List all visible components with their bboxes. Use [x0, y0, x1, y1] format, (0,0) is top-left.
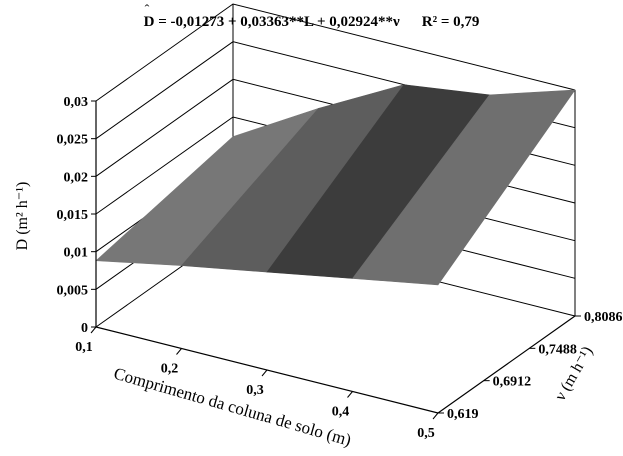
z-tick-label: 0,01 — [64, 246, 89, 261]
y-tick-label: 0,6912 — [493, 375, 531, 390]
x-axis-label: Comprimento da coluna de solo (m) — [112, 364, 354, 450]
equation-text: = -0,01273 + 0,03363**L + 0,02924**ν — [154, 14, 400, 30]
z-gridline — [95, 3, 576, 102]
surface — [95, 84, 576, 286]
z-tick-label: 0 — [81, 321, 88, 336]
d-hat-symbol: D — [144, 3, 155, 31]
x-tick — [347, 391, 353, 398]
x-tick-label: 0,3 — [246, 383, 264, 398]
x-tick — [90, 326, 97, 334]
x-tick-label: 0,1 — [75, 340, 93, 355]
y-tick-label: 0,619 — [447, 407, 479, 422]
y-axis-line — [437, 315, 576, 414]
x-tick — [176, 348, 182, 355]
z-axis-label: D (m² h⁻¹) — [14, 182, 31, 251]
surface-band — [351, 89, 576, 286]
z-tick-label: 0,03 — [64, 95, 89, 110]
z-tick-label: 0,02 — [64, 170, 89, 185]
y-tick-label: 0,8086 — [584, 310, 623, 325]
chart-title-equation: D = -0,01273 + 0,03363**L + 0,02924**ν R²… — [0, 3, 623, 31]
x-tick-label: 0,5 — [417, 426, 435, 441]
z-tick-label: 0,025 — [57, 133, 89, 148]
x-tick — [432, 412, 439, 420]
x-tick-label: 0,4 — [332, 405, 350, 420]
r-squared: R² = 0,79 — [421, 14, 480, 30]
y-tick-label: 0,7488 — [538, 342, 577, 357]
x-tick-label: 0,2 — [161, 362, 179, 377]
z-tick-label: 0,015 — [57, 208, 89, 223]
z-tick-label: 0,005 — [57, 283, 89, 298]
x-tick — [261, 369, 268, 377]
axes — [90, 100, 581, 420]
